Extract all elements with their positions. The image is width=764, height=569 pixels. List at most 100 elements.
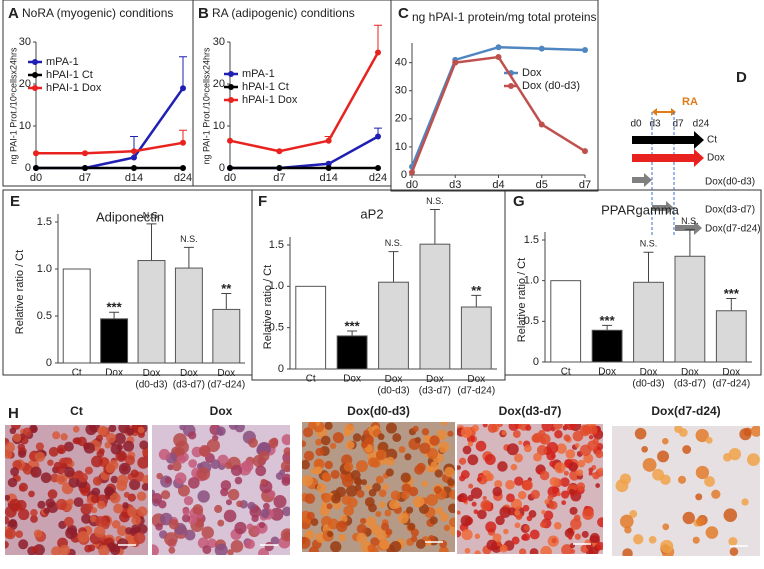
cell	[303, 450, 315, 461]
cell	[415, 539, 426, 549]
cell	[122, 502, 129, 509]
cell	[406, 506, 414, 514]
cell	[87, 503, 94, 511]
micrograph	[152, 425, 290, 555]
legend-label: Dox (d0-d3)	[522, 80, 580, 92]
cell	[574, 533, 581, 540]
cell	[370, 537, 380, 547]
cell	[522, 504, 530, 512]
legend-marker	[32, 72, 38, 78]
error-bar	[602, 324, 613, 331]
legend-label: mPA-1	[242, 68, 275, 80]
cell	[131, 515, 142, 526]
cell	[503, 528, 509, 535]
cell	[677, 475, 687, 484]
cell	[426, 494, 438, 507]
point	[325, 137, 332, 144]
cell	[539, 521, 547, 528]
x-tick-label: d24	[369, 172, 387, 184]
chart-title: ng hPAI-1 protein/mg total proteins	[412, 10, 597, 24]
point	[82, 165, 88, 171]
cell	[5, 540, 9, 549]
cell	[55, 498, 67, 510]
cell	[506, 493, 515, 503]
cell	[629, 510, 638, 518]
bar	[460, 306, 492, 370]
cell	[341, 495, 352, 506]
cell	[283, 447, 290, 456]
cell	[280, 460, 290, 472]
cell	[461, 496, 468, 503]
legend-label: hPAI-1 Ct	[242, 81, 289, 93]
cell	[119, 511, 130, 523]
cell	[128, 494, 136, 502]
cell	[30, 509, 38, 517]
cell	[133, 532, 146, 544]
cell	[22, 427, 32, 437]
point	[495, 54, 502, 61]
bar	[336, 335, 368, 370]
cell	[495, 515, 505, 526]
x-tick-label: Dox (d3-d7)	[173, 368, 205, 391]
x-tick-label: d7	[79, 172, 91, 184]
y-axis-label: Relative ratio / Ct	[262, 265, 274, 349]
point	[82, 150, 88, 157]
x-tick-label: d0	[406, 179, 418, 191]
cell	[561, 500, 567, 506]
cell	[320, 435, 331, 446]
legend-label: hPAI-1 Dox	[242, 94, 298, 106]
point	[33, 150, 39, 157]
cell	[560, 477, 570, 487]
cell	[457, 510, 461, 515]
panel-frame	[390, 0, 599, 192]
point	[131, 165, 137, 171]
cell	[510, 463, 518, 471]
cell	[72, 425, 80, 433]
point	[180, 165, 186, 171]
x-tick-label: Dox (d7-d24)	[457, 374, 495, 397]
cell	[530, 489, 540, 499]
cell	[682, 445, 692, 454]
cell	[324, 422, 333, 430]
y-tick-label: 30	[395, 85, 407, 97]
cell	[595, 483, 601, 488]
y-tick-label: 1.5	[269, 239, 284, 251]
cell	[568, 461, 578, 472]
point	[582, 47, 588, 54]
y-tick-label: 20	[395, 113, 407, 125]
cell	[356, 523, 367, 534]
cell	[514, 453, 523, 463]
significance: N.S.	[385, 238, 403, 248]
cell	[499, 506, 511, 518]
cell	[449, 517, 455, 528]
error-bar	[726, 298, 737, 311]
legend-label: hPAI-1 Ct	[46, 69, 93, 81]
cell	[439, 445, 447, 453]
cell	[104, 441, 112, 449]
cell	[363, 429, 370, 437]
x-tick-label: Ct	[72, 368, 82, 379]
legend-marker	[32, 85, 38, 91]
bar	[100, 318, 129, 364]
chart-title: PPARgamma	[601, 202, 680, 217]
cell	[182, 508, 190, 516]
cell	[230, 464, 243, 477]
significance: N.S.	[681, 216, 699, 226]
cell	[595, 450, 603, 459]
cell	[436, 429, 448, 441]
cell	[97, 500, 106, 510]
cell	[471, 501, 477, 507]
cell	[377, 433, 385, 441]
cell	[360, 517, 367, 525]
cell	[251, 514, 259, 523]
cell	[518, 440, 523, 445]
x-tick-label: d3	[449, 179, 461, 191]
cell	[207, 538, 217, 549]
cell	[729, 547, 739, 556]
cell	[168, 519, 179, 530]
cell	[60, 433, 68, 441]
cell	[367, 457, 378, 468]
cell	[225, 499, 233, 506]
cell	[695, 428, 709, 443]
cell	[283, 531, 290, 539]
